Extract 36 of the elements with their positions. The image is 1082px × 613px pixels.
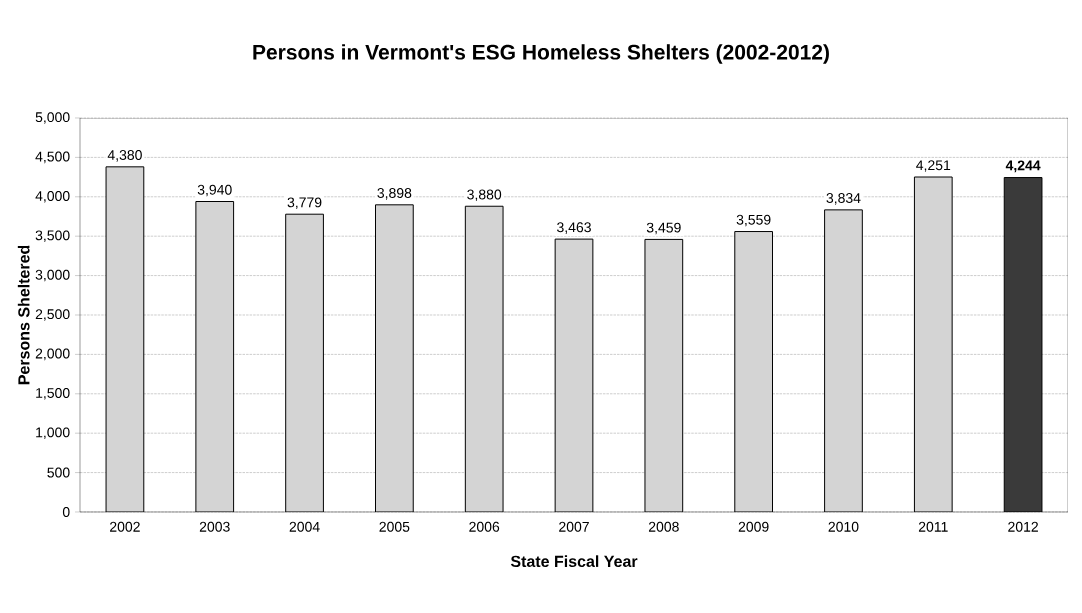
data-label: 4,244 — [1005, 160, 1041, 173]
data-label: 3,940 — [197, 184, 232, 197]
y-tick-label: 3,500 — [35, 230, 70, 242]
x-axis-title: State Fiscal Year — [510, 555, 638, 568]
x-tick-label: 2010 — [828, 521, 859, 532]
data-label: 3,779 — [287, 197, 322, 210]
data-label: 3,459 — [646, 222, 681, 235]
y-tick-label: 1,500 — [36, 388, 70, 400]
data-label: 4,251 — [916, 160, 951, 172]
y-tick-label: 500 — [47, 467, 70, 478]
y-tick-label: 1,000 — [36, 427, 70, 439]
y-tick-label: 2,000 — [35, 348, 70, 361]
chart-title: Persons in Vermont's ESG Homeless Shelters (2002-2012) — [253, 44, 829, 64]
y-axis-title: Persons Sheltered — [17, 245, 30, 385]
data-label: 3,880 — [467, 189, 502, 202]
x-tick-label: 2011 — [918, 521, 948, 532]
x-tick-label: 2005 — [379, 521, 410, 532]
x-tick-label: 2008 — [648, 521, 679, 532]
x-tick-label: 2006 — [469, 521, 500, 532]
y-tick-label: 2,500 — [35, 309, 70, 321]
x-tick-label: 2002 — [110, 521, 140, 532]
x-tick-label: 2012 — [1008, 521, 1038, 532]
data-label: 3,463 — [557, 222, 591, 234]
y-tick-label: 0 — [62, 507, 70, 517]
x-tick-label: 2003 — [199, 521, 230, 532]
y-tick-label: 3,000 — [35, 269, 70, 282]
data-label: 4,380 — [107, 150, 142, 162]
data-label: 3,834 — [826, 193, 861, 205]
data-label: 3,559 — [736, 214, 771, 227]
y-tick-label: 5,000 — [35, 112, 70, 124]
x-tick-label: 2004 — [289, 521, 320, 532]
y-tick-label: 4,500 — [35, 151, 70, 164]
y-tick-label: 4,000 — [35, 190, 70, 203]
data-label: 3,898 — [377, 188, 412, 200]
x-tick-label: 2007 — [559, 521, 589, 532]
x-tick-label: 2009 — [738, 521, 769, 532]
